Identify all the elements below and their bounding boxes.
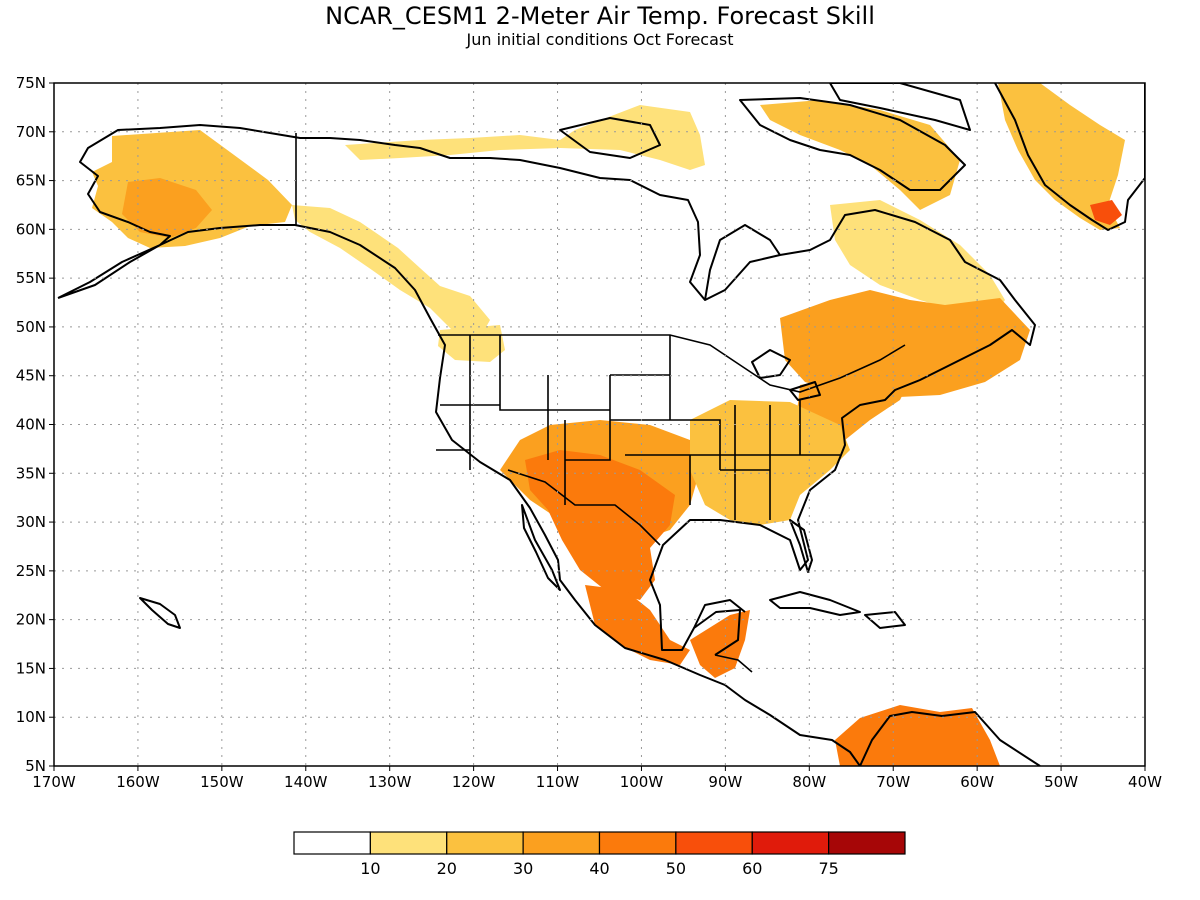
region-gulf-of-alaska-coast (292, 205, 490, 338)
colorbar-label: 30 (513, 859, 533, 878)
region-central-america (690, 610, 750, 678)
colorbar-label: 60 (742, 859, 762, 878)
lon-tick-label: 100W (620, 773, 664, 791)
region-greenland-south-tip (1090, 200, 1122, 225)
border-us-states (436, 335, 840, 520)
colorbar-swatch (675, 831, 753, 855)
lat-tick-label: 30N (16, 513, 46, 531)
region-labrador-quebec (830, 200, 1005, 320)
coastline-ellesmere (829, 83, 971, 131)
colorbar-swatch (828, 831, 906, 855)
colorbar-swatch (369, 831, 448, 855)
lon-tick-label: 130W (368, 773, 412, 791)
region-texas-mexico-core (525, 450, 675, 600)
lat-tick-label: 60N (16, 220, 46, 238)
region-baffin-island (760, 100, 960, 210)
colorbar-swatch (751, 831, 830, 855)
coastline-hawaii (139, 597, 181, 629)
lon-tick-label: 60W (960, 773, 994, 791)
gridlines (54, 83, 1145, 766)
region-venezuela-colombia (835, 705, 1000, 766)
map-title: NCAR_CESM1 2-Meter Air Temp. Forecast Sk… (325, 2, 875, 30)
coastline-hispaniola (864, 611, 906, 629)
lat-tick-label: 10N (16, 708, 46, 726)
border-layer (295, 133, 906, 673)
lat-tick-label: 5N (25, 757, 46, 775)
coastline-hudson-bay (704, 224, 781, 301)
colorbar-swatch (293, 831, 371, 855)
region-mexico-central (585, 585, 690, 665)
lat-tick-label: 15N (16, 659, 46, 677)
lat-tick-label: 40N (16, 416, 46, 434)
lon-tick-label: 120W (452, 773, 496, 791)
coastline-layer (57, 83, 1145, 766)
colorbar-label: 10 (360, 859, 380, 878)
lon-tick-label: 50W (1044, 773, 1078, 791)
coastline-cuba (769, 591, 861, 616)
lon-tick-label: 170W (32, 773, 76, 791)
coastline-baffin (739, 97, 966, 191)
skill-shading-layer (92, 83, 1125, 766)
coastline-florida (789, 519, 813, 573)
lat-tick-label: 70N (16, 123, 46, 141)
coastline-greenland (994, 83, 1145, 231)
region-ontario-quebec (780, 290, 1030, 398)
colorbar-label: 40 (589, 859, 609, 878)
lon-tick-label: 80W (792, 773, 826, 791)
axis-ticks: 170W 160W 150W 140W 130W 120W 110W 100W 90W 80W 70… (16, 74, 1162, 791)
colorbar-swatch (598, 831, 677, 855)
border-us-mexico (507, 469, 661, 546)
lat-tick-label: 35N (16, 464, 46, 482)
lon-tick-label: 90W (708, 773, 742, 791)
colorbar-label: 20 (437, 859, 457, 878)
colorbar-swatch (446, 831, 524, 855)
colorbar-label: 75 (818, 859, 838, 878)
lon-tick-label: 110W (536, 773, 580, 791)
colorbar-legend: 10 20 30 40 50 60 75 (293, 831, 906, 878)
lon-tick-label: 140W (284, 773, 328, 791)
lon-tick-label: 160W (116, 773, 160, 791)
lon-tick-label: 40W (1128, 773, 1162, 791)
region-alaska-core (122, 178, 212, 238)
lat-tick-label: 75N (16, 74, 46, 92)
coastline-north-america (57, 124, 1041, 766)
lat-tick-label: 20N (16, 611, 46, 629)
lon-tick-label: 150W (200, 773, 244, 791)
colorbar-swatch (522, 831, 601, 855)
coastline-yucatan (693, 599, 746, 629)
lat-tick-label: 55N (16, 269, 46, 287)
coastline-baja (521, 504, 561, 591)
lat-tick-label: 65N (16, 172, 46, 190)
map-subtitle: Jun initial conditions Oct Forecast (465, 30, 733, 49)
border-mexico-central (714, 654, 753, 673)
lat-tick-label: 45N (16, 367, 46, 385)
lat-tick-label: 25N (16, 562, 46, 580)
lat-tick-label: 50N (16, 318, 46, 336)
colorbar-label: 50 (666, 859, 686, 878)
lon-tick-label: 70W (876, 773, 910, 791)
coastline-victoria-island (559, 117, 661, 159)
border-us-canada (438, 334, 906, 393)
